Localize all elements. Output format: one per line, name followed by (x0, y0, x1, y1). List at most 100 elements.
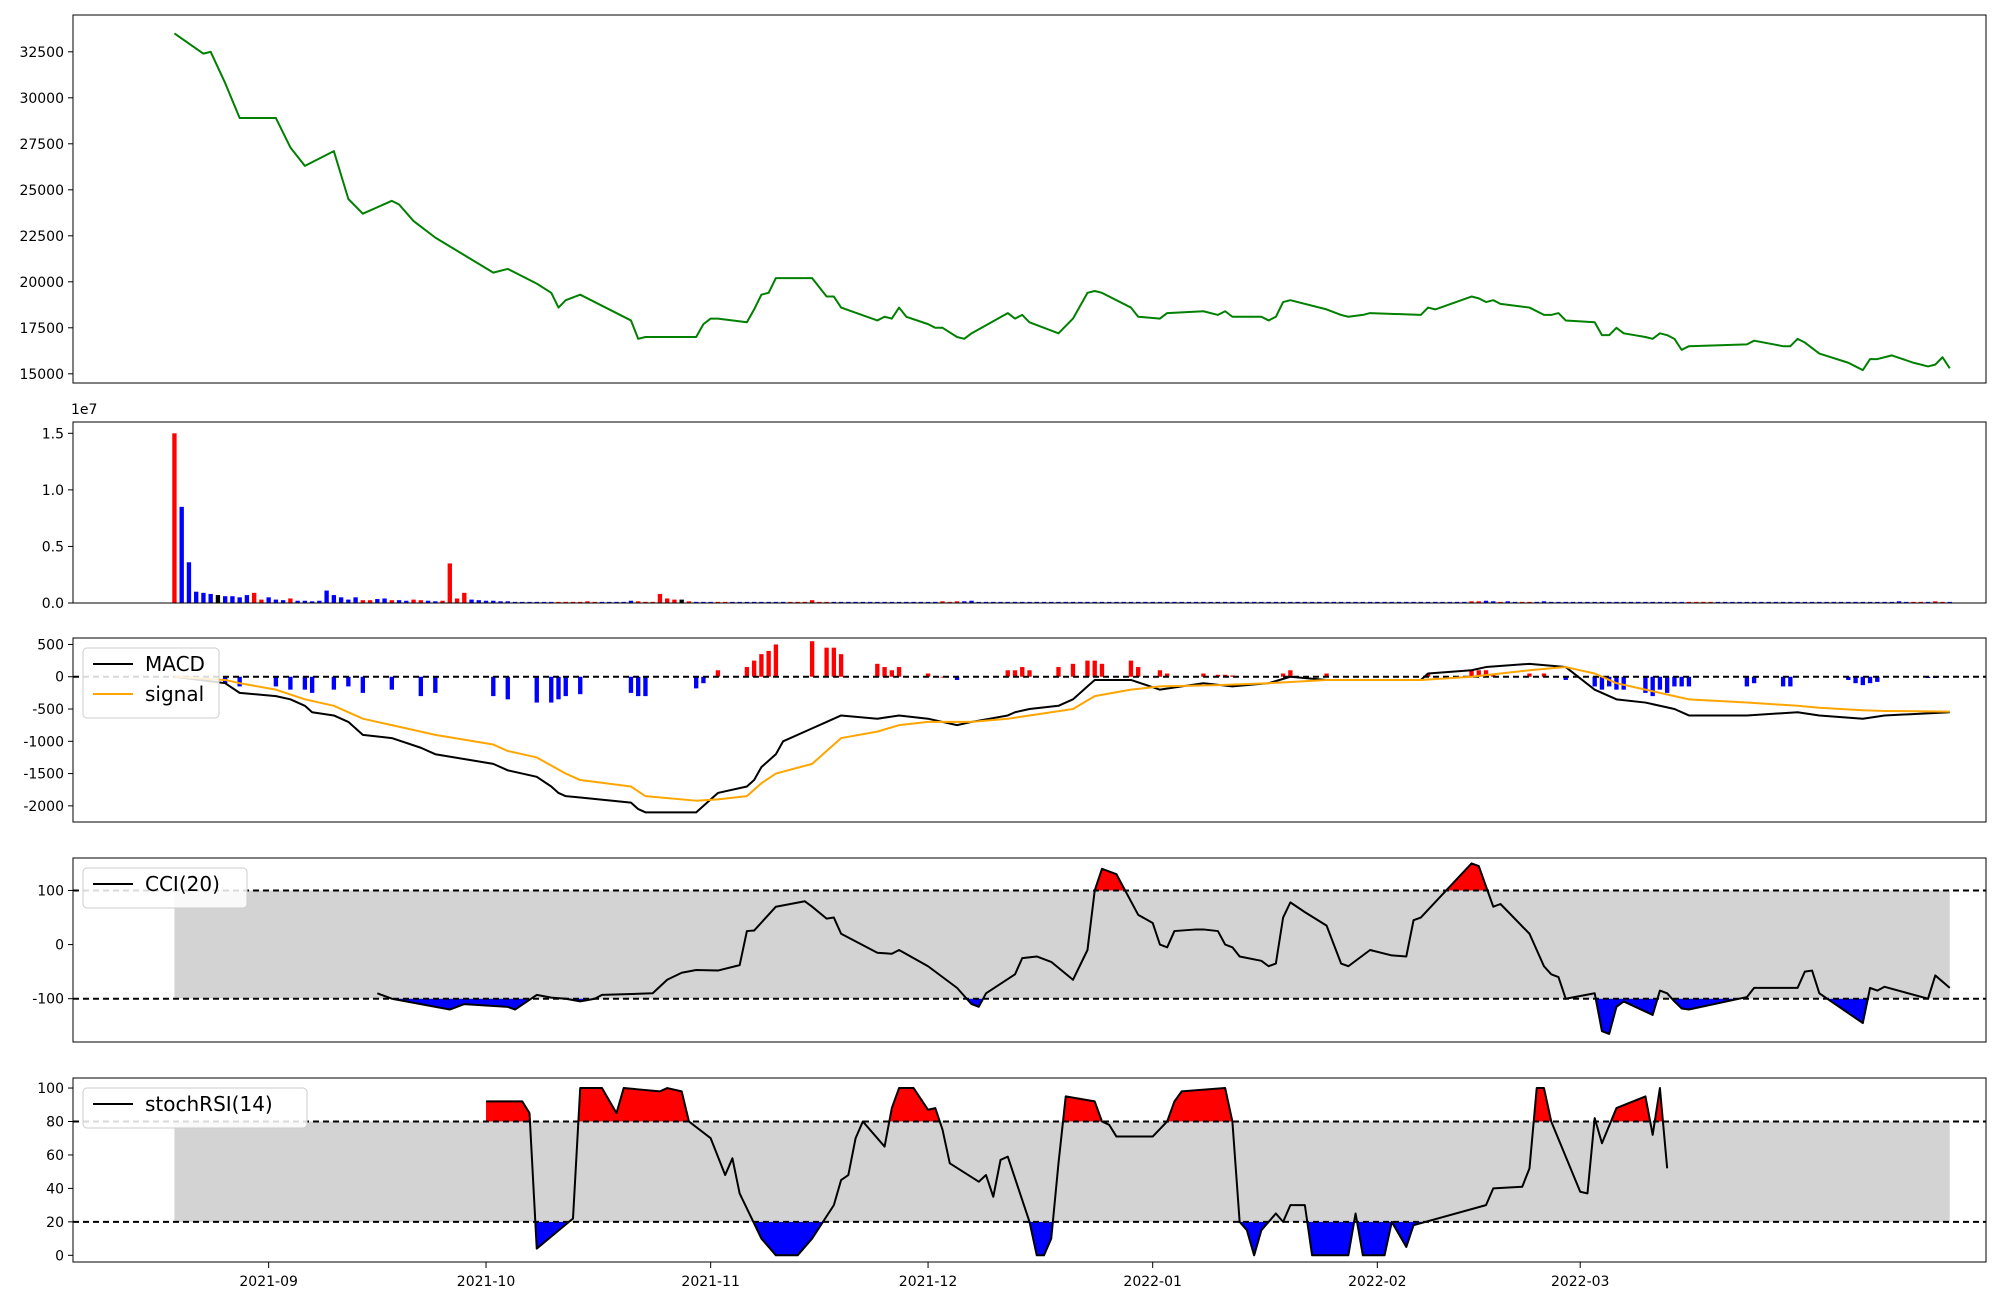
macd-histogram-bar (1527, 673, 1532, 677)
volume-bar (1396, 601, 1402, 603)
x-tick-label: 2022-01 (1123, 1274, 1182, 1290)
overbought-fill (1533, 1088, 1552, 1122)
volume-panel: 0.0 0.5 1.0 1.5 1e7 (42, 402, 1987, 612)
macd-histogram-bar (1686, 676, 1692, 687)
volume-bar (534, 601, 539, 603)
y-tick-label: 25000 (19, 183, 64, 199)
volume-bar (1599, 601, 1605, 603)
volume-exponent-label: 1e7 (71, 402, 97, 418)
overbought-fill (1063, 1096, 1102, 1122)
volume-bar (454, 598, 460, 603)
volume-bar (186, 562, 192, 603)
volume-bar (607, 601, 612, 603)
y-tick-label: 0 (55, 938, 64, 954)
volume-bar (280, 600, 286, 603)
macd-histogram-bar (773, 644, 779, 677)
macd-histogram-bar (302, 676, 308, 690)
volume-bar (288, 598, 293, 603)
y-tick-label: -100 (32, 992, 64, 1008)
volume-bar (1904, 601, 1909, 603)
volume-bar (237, 597, 242, 603)
y-tick-label: 0 (55, 1248, 64, 1264)
volume-bar (715, 601, 721, 603)
y-tick-label: -2000 (23, 799, 64, 815)
volume-bar (1838, 601, 1844, 603)
volume-bar (838, 601, 844, 603)
macd-histogram-bar (1607, 676, 1612, 687)
volume-bar (998, 601, 1003, 603)
volume-bar (969, 600, 974, 603)
volume-bar (1527, 601, 1532, 603)
volume-bar (1179, 601, 1184, 603)
macd-histogram-bar (556, 676, 561, 700)
volume-bar (1686, 601, 1692, 603)
volume-bar (976, 601, 981, 603)
macd-histogram-bar (1157, 670, 1163, 677)
volume-bar (324, 590, 329, 603)
volume-bar (1940, 601, 1945, 603)
volume-bar (679, 599, 684, 603)
volume-bar (875, 601, 880, 603)
volume-bar (817, 601, 822, 603)
volume-bar (1737, 601, 1742, 603)
y-tick-label: 32500 (19, 45, 64, 61)
volume-bar (780, 601, 786, 603)
volume-bar (1809, 601, 1815, 603)
volume-bar (447, 563, 452, 603)
volume-bar (1882, 601, 1887, 603)
macd-histogram-bar (1070, 663, 1076, 677)
volume-bar (1302, 601, 1308, 603)
volume-bar (1193, 601, 1199, 603)
macd-histogram-bar (346, 676, 351, 687)
volume-bar (1701, 601, 1706, 603)
volume-bar (244, 595, 250, 603)
macd-histogram-bar (309, 676, 315, 693)
volume-bar (194, 591, 199, 603)
volume-bar (570, 601, 576, 603)
y-tick-label: 500 (37, 637, 64, 653)
volume-bar (1578, 601, 1583, 603)
volume-bar (1411, 601, 1416, 603)
y-tick-label: 0.5 (42, 539, 64, 555)
volume-bar (1389, 601, 1394, 603)
volume-bar (556, 601, 561, 603)
x-tick-label: 2022-03 (1551, 1274, 1610, 1290)
volume-bar (1056, 601, 1061, 603)
volume-bar (925, 601, 931, 603)
volume-bar (1657, 601, 1663, 603)
macd-histogram-bar (1621, 676, 1626, 690)
macd-histogram-bar (1425, 673, 1431, 677)
volume-bar (1433, 601, 1438, 603)
macd-histogram-bar (694, 676, 699, 689)
volume-bar (1005, 601, 1010, 603)
macd-histogram-bar (1469, 670, 1474, 677)
volume-bar (1259, 601, 1264, 603)
volume-bar (498, 601, 503, 603)
y-tick-label: 30000 (19, 91, 64, 107)
volume-bar (1636, 601, 1641, 603)
volume-bar (1592, 601, 1597, 603)
volume-bar (947, 601, 952, 603)
volume-bar (1143, 601, 1148, 603)
volume-bar (1933, 601, 1938, 603)
price-panel: 15000 17500 20000 22500 25000 27500 30000 32500 (19, 14, 1987, 384)
macd-histogram-bar (1483, 670, 1489, 677)
volume-bar (665, 598, 670, 603)
volume-bar (1628, 601, 1634, 603)
volume-bar (1795, 601, 1800, 603)
y-tick-label: 40 (46, 1181, 64, 1197)
neutral-band (174, 890, 1950, 999)
volume-bar (1085, 601, 1090, 603)
volume-bar (1534, 601, 1539, 603)
volume-bar (396, 600, 402, 603)
volume-bar (621, 601, 626, 603)
volume-bar (1404, 601, 1409, 603)
macd-histogram-bar (1230, 675, 1235, 677)
volume-bar (1614, 601, 1619, 603)
volume-bar (1353, 601, 1358, 603)
axes-frame (72, 637, 1987, 823)
volume-bar (1128, 601, 1134, 603)
volume-bar (346, 599, 351, 603)
axes-frame (72, 857, 1987, 1043)
volume-bar (1012, 601, 1018, 603)
